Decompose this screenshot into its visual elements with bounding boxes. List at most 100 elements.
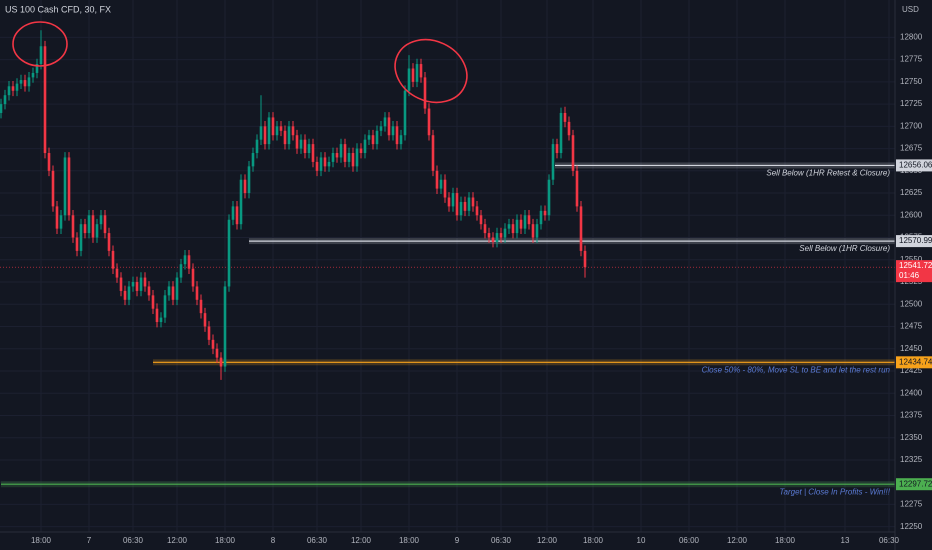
candle-body bbox=[63, 157, 67, 216]
candle-body bbox=[11, 86, 15, 91]
y-tick-label: 12350 bbox=[900, 433, 923, 442]
countdown: 01:46 bbox=[899, 271, 920, 280]
candle-body bbox=[395, 126, 399, 145]
candle-body bbox=[195, 286, 199, 300]
candle-body bbox=[187, 255, 191, 269]
price-badge bbox=[896, 356, 932, 369]
candle-body bbox=[263, 126, 267, 145]
y-tick-label: 12750 bbox=[900, 77, 923, 86]
candle-body bbox=[271, 117, 275, 136]
candle-body bbox=[399, 135, 403, 145]
level-text: Target | Close In Profits - Win!!! bbox=[779, 487, 890, 496]
candle-body bbox=[243, 179, 247, 194]
candle-body bbox=[223, 286, 227, 367]
candle-body bbox=[319, 157, 323, 171]
candle-body bbox=[51, 170, 55, 207]
current-price-label: 12541.72 bbox=[899, 261, 932, 270]
candle-body bbox=[135, 282, 139, 291]
y-tick-label: 12550 bbox=[900, 255, 923, 264]
candle-body bbox=[579, 206, 583, 251]
level-text: Close 50% - 80%, Move SL to BE and let t… bbox=[702, 365, 891, 374]
candle-body bbox=[299, 139, 303, 149]
candle-body bbox=[507, 224, 511, 229]
candle-body bbox=[171, 286, 175, 300]
price-badge bbox=[896, 478, 932, 491]
y-tick-label: 12275 bbox=[900, 500, 923, 509]
x-tick-label: 18:00 bbox=[583, 536, 604, 545]
candle-body bbox=[231, 206, 235, 220]
candle-body bbox=[475, 206, 479, 216]
candle-body bbox=[427, 108, 431, 136]
candle-body bbox=[467, 197, 471, 211]
x-tick-label: 8 bbox=[271, 536, 276, 545]
candles bbox=[0, 30, 587, 380]
candle-body bbox=[295, 135, 299, 149]
candle-body bbox=[215, 348, 219, 358]
x-tick-label: 7 bbox=[87, 536, 92, 545]
candle-body bbox=[499, 233, 503, 238]
candle-body bbox=[43, 46, 47, 154]
candle-body bbox=[383, 117, 387, 127]
candle-body bbox=[247, 166, 251, 194]
y-tick-label: 12475 bbox=[900, 322, 923, 331]
currency: USD bbox=[902, 5, 919, 14]
candle-body bbox=[451, 193, 455, 207]
candle-body bbox=[203, 313, 207, 327]
candle-body bbox=[47, 153, 51, 171]
x-tick-label: 06:30 bbox=[491, 536, 512, 545]
candle-body bbox=[31, 72, 35, 78]
circle-annotation bbox=[12, 21, 68, 67]
candle-body bbox=[363, 139, 367, 154]
candle-body bbox=[235, 206, 239, 225]
candle-body bbox=[267, 117, 271, 145]
y-tick-label: 12625 bbox=[900, 188, 923, 197]
x-tick-label: 06:30 bbox=[879, 536, 900, 545]
candle-body bbox=[359, 148, 363, 154]
candle-body bbox=[367, 135, 371, 140]
candle-body bbox=[91, 215, 95, 238]
candle-body bbox=[19, 80, 23, 84]
candle-body bbox=[207, 326, 211, 340]
candle-body bbox=[471, 197, 475, 207]
candle-body bbox=[331, 153, 335, 162]
candle-body bbox=[199, 299, 203, 314]
x-tick-label: 06:30 bbox=[123, 536, 144, 545]
circle-annotation bbox=[394, 38, 468, 104]
candle-body bbox=[583, 250, 587, 268]
y-tick-label: 12325 bbox=[900, 455, 923, 464]
x-tick-label: 06:30 bbox=[307, 536, 328, 545]
candle-body bbox=[559, 112, 563, 154]
y-tick-label: 12400 bbox=[900, 388, 923, 397]
level-text: Sell Below (1HR Retest & Closure) bbox=[766, 169, 890, 178]
candle-body bbox=[439, 179, 443, 189]
candle-body bbox=[567, 121, 571, 136]
y-tick-label: 12450 bbox=[900, 344, 923, 353]
price-badge-label: 12656.06 bbox=[899, 161, 932, 170]
candle-body bbox=[431, 135, 435, 171]
candle-body bbox=[143, 277, 147, 287]
candle-body bbox=[163, 295, 167, 318]
x-tick-label: 9 bbox=[455, 536, 460, 545]
y-tick-label: 12800 bbox=[900, 32, 923, 41]
candle-body bbox=[339, 144, 343, 158]
candle-body bbox=[147, 286, 151, 296]
candle-body bbox=[155, 308, 159, 323]
candle-body bbox=[551, 144, 555, 180]
candle-body bbox=[315, 161, 319, 171]
candle-body bbox=[423, 77, 427, 109]
candle-body bbox=[495, 233, 499, 242]
candle-body bbox=[515, 219, 519, 234]
candle-body bbox=[259, 126, 263, 140]
candle-body bbox=[15, 83, 19, 91]
candle-body bbox=[219, 357, 223, 367]
candle-body bbox=[83, 224, 87, 234]
y-tick-label: 12700 bbox=[900, 121, 923, 130]
candle-body bbox=[371, 135, 375, 145]
candle-body bbox=[119, 277, 123, 291]
candle-body bbox=[0, 104, 3, 113]
candle-body bbox=[327, 161, 331, 167]
candle-body bbox=[291, 126, 295, 136]
level-text: Sell Below (1HR Closure) bbox=[799, 244, 890, 253]
